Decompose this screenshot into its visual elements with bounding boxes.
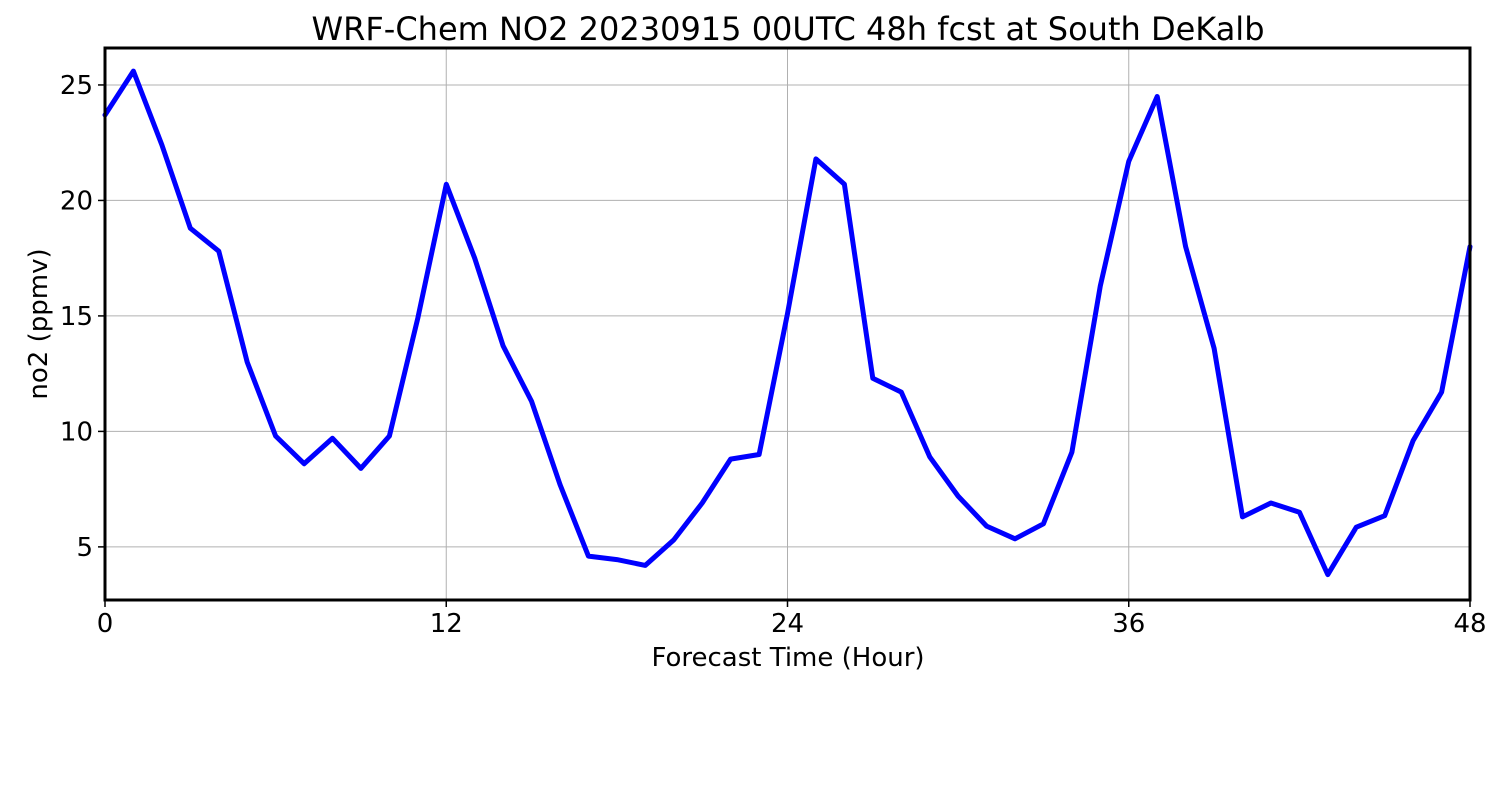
x-axis-label: Forecast Time (Hour): [651, 643, 924, 673]
y-axis-label: no2 (ppmv): [24, 248, 54, 399]
tick-layer: 0 12 24 36 48 5 10 15 20 25: [60, 71, 1487, 639]
x-tick-label: 24: [771, 609, 804, 639]
y-tick-label: 5: [76, 533, 93, 563]
chart-title: WRF-Chem NO2 20230915 00UTC 48h fcst at …: [312, 10, 1265, 48]
x-tick-label: 12: [430, 609, 463, 639]
x-tick-label: 48: [1453, 609, 1486, 639]
y-tick-label: 15: [60, 302, 93, 332]
y-tick-label: 10: [60, 417, 93, 447]
x-tick-label: 0: [97, 609, 114, 639]
y-tick-label: 25: [60, 71, 93, 101]
x-tick-label: 36: [1112, 609, 1145, 639]
y-tick-label: 20: [60, 186, 93, 216]
